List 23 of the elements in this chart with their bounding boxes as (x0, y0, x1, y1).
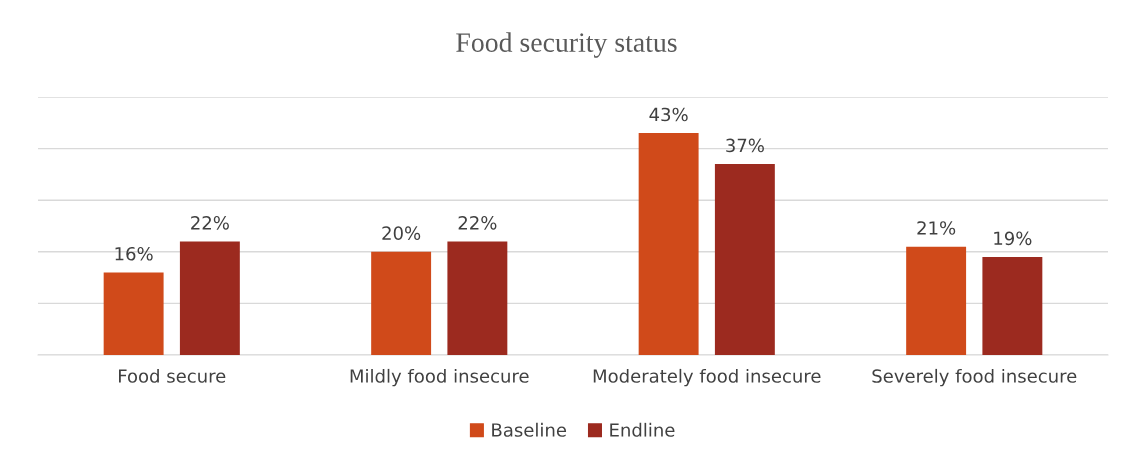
bar (371, 251, 432, 355)
bar (906, 246, 967, 355)
data-label: 22% (191, 215, 229, 230)
legend-label: Endline (610, 422, 675, 437)
legend-label: Baseline (492, 422, 567, 437)
x-tick-label: Moderately food insecure (593, 368, 821, 387)
data-label: 20% (382, 226, 421, 240)
data-label: 43% (649, 107, 688, 122)
bar (103, 272, 164, 355)
data-label: 22% (458, 215, 497, 230)
data-label: 19% (994, 231, 1032, 246)
bar (447, 241, 508, 355)
x-tick-label: Mildly food insecure (350, 368, 529, 387)
bar (638, 133, 699, 355)
data-label: 21% (917, 221, 956, 235)
chart-title: Food security status (456, 32, 677, 58)
x-tick-label: Food secure (119, 368, 226, 383)
data-label: 37% (726, 138, 764, 153)
bar (982, 256, 1043, 355)
x-tick-label: Severely food insecure (872, 368, 1077, 387)
data-label: 16% (115, 246, 153, 261)
bar (714, 164, 775, 355)
bar (179, 241, 240, 355)
